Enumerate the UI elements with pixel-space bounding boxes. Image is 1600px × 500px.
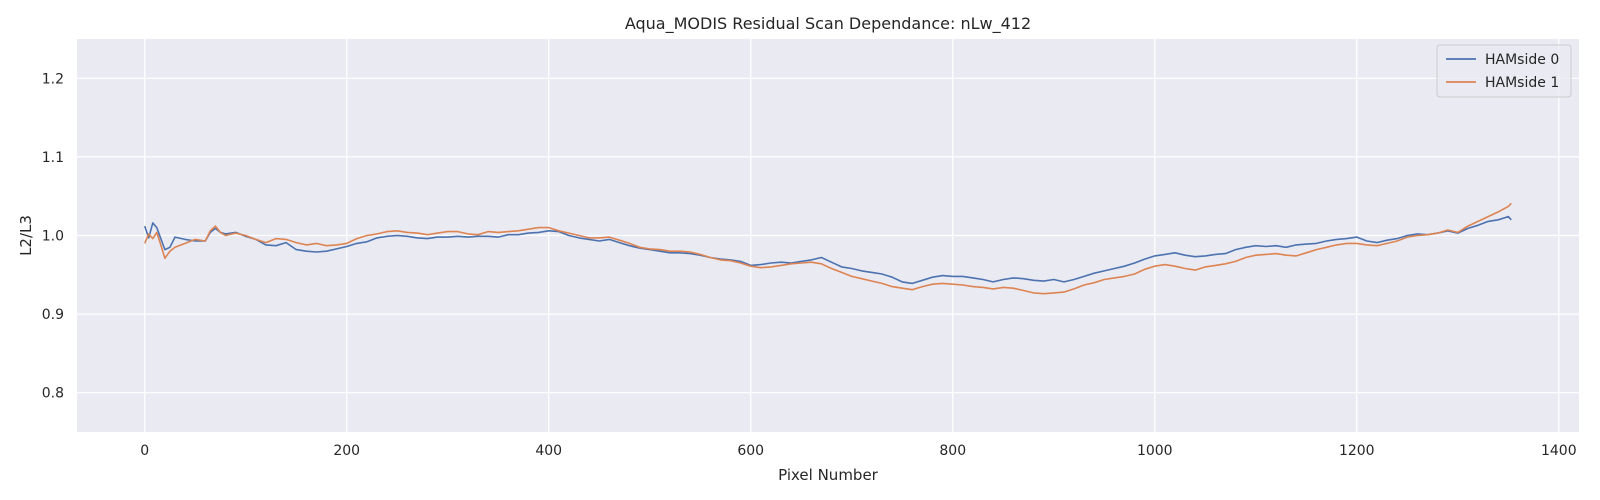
x-tick-label: 0 <box>140 443 149 459</box>
grid <box>77 39 1579 432</box>
legend-label-hamside-0: HAMside 0 <box>1485 52 1559 68</box>
legend-box <box>1436 44 1572 98</box>
series-line-hamside-0 <box>143 215 1512 285</box>
series-layer <box>143 202 1512 295</box>
legend: HAMside 0 HAMside 1 <box>1436 44 1572 98</box>
y-axis-title: L2/L3 <box>17 215 35 256</box>
x-tick-label: 600 <box>737 443 764 459</box>
x-tick-label: 400 <box>535 443 562 459</box>
y-tick-label: 0.8 <box>42 386 64 402</box>
x-tick-label: 200 <box>333 443 360 459</box>
chart-title: Aqua_MODIS Residual Scan Dependance: nLw… <box>625 14 1031 34</box>
y-tick-label: 1.0 <box>42 229 64 245</box>
x-tick-label: 800 <box>939 443 966 459</box>
y-axis-ticks: 0.8 0.9 1.0 1.1 1.2 <box>42 71 64 401</box>
x-tick-label: 1400 <box>1541 443 1577 459</box>
y-tick-label: 1.1 <box>42 150 64 166</box>
legend-label-hamside-1: HAMside 1 <box>1485 75 1559 91</box>
y-tick-label: 0.9 <box>42 307 64 323</box>
x-axis-ticks: 0 200 400 600 800 1000 1200 1400 <box>140 443 1576 459</box>
series-line-hamside-1 <box>143 202 1512 295</box>
y-tick-label: 1.2 <box>42 71 64 87</box>
x-axis-title: Pixel Number <box>778 466 879 484</box>
x-tick-label: 1000 <box>1137 443 1173 459</box>
x-tick-label: 1200 <box>1339 443 1375 459</box>
